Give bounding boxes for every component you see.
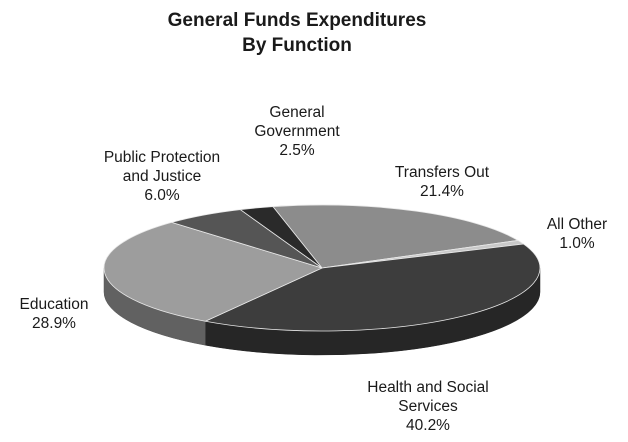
pie-slice-health-and-social-services (204, 243, 541, 332)
slice-value-label-2: 40.2% (406, 417, 450, 434)
slice-value-label-0: 21.4% (420, 183, 464, 200)
slice-value-label-3: 28.9% (32, 315, 76, 332)
pie-top (103, 204, 541, 332)
pie-slice-general-government (239, 206, 323, 269)
slice-value-label-5: 2.5% (279, 142, 315, 159)
slice-value-label-1: 1.0% (559, 235, 595, 252)
pie-labels: Transfers Out 21.4% All Other 1.0% Health an… (20, 104, 608, 434)
slice-label-0-line-0: Transfers Out (395, 164, 490, 181)
slice-label-5-line-1: Government (254, 123, 340, 140)
slice-value-label-4: 6.0% (144, 187, 180, 204)
slice-label-2-line-1: Services (398, 398, 458, 415)
slice-label-1-line-0: All Other (547, 216, 607, 233)
slice-label-5-line-0: General (269, 104, 324, 121)
pie-slice-education (103, 221, 323, 322)
slice-label-4-line-1: and Justice (123, 168, 201, 185)
pie-slice-transfers-out (272, 204, 519, 269)
slice-label-4-line-0: Public Protection (104, 149, 220, 166)
chart-title-line-1: General Funds Expenditures (168, 10, 427, 31)
chart-title-line-2: By Function (242, 35, 352, 56)
slice-label-3-line-0: Education (20, 296, 89, 313)
slice-label-2-line-0: Health and Social (367, 379, 489, 396)
